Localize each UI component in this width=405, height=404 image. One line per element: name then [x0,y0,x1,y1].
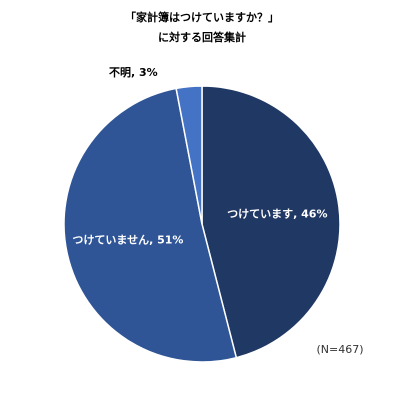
pie-slice [201,85,341,359]
note: (N=467) [316,343,363,356]
pie-slice [63,87,238,363]
chart-title: 「家計簿はつけていますか？」 [125,10,279,24]
pie-slice [175,85,203,225]
chart-title: に対する回答集計 [158,30,246,44]
data-label: 不明, 3% [109,66,158,79]
data-label: つけていません, 51% [72,234,183,247]
data-label: つけています, 46% [227,207,327,220]
